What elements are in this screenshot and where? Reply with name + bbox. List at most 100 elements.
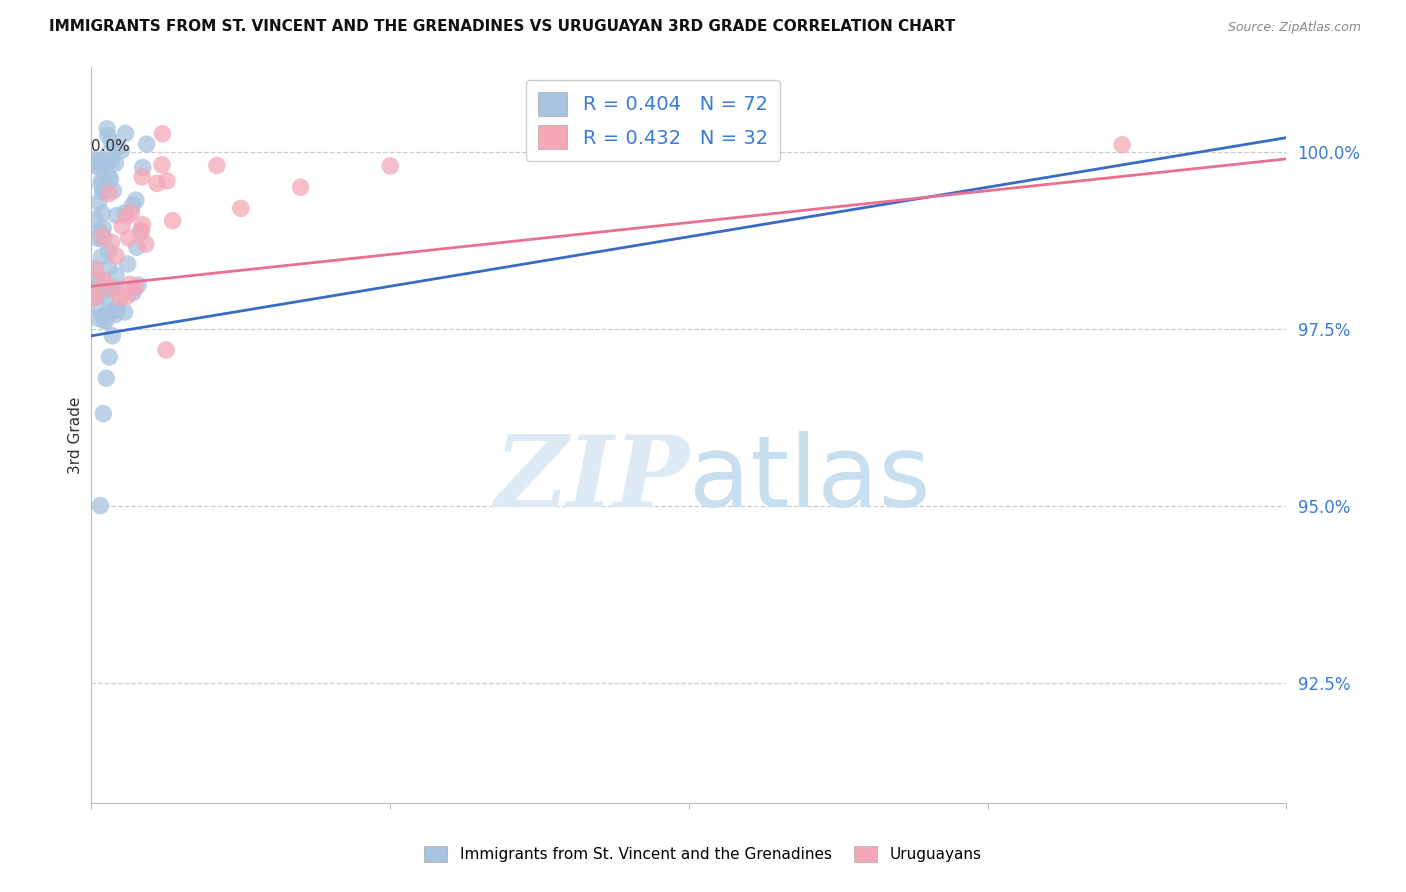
Point bbox=[96, 371, 118, 385]
Point bbox=[98, 170, 121, 185]
Point bbox=[101, 281, 124, 295]
Point bbox=[152, 127, 174, 141]
Point bbox=[101, 328, 124, 343]
Point bbox=[87, 224, 110, 238]
Point bbox=[91, 185, 114, 199]
Point bbox=[93, 313, 115, 327]
Point bbox=[162, 213, 184, 227]
Point bbox=[91, 229, 114, 244]
Point bbox=[127, 278, 149, 293]
Point bbox=[90, 155, 112, 169]
Point bbox=[114, 206, 136, 220]
Point bbox=[131, 161, 153, 175]
Point bbox=[129, 224, 152, 238]
Point bbox=[100, 153, 122, 168]
Point bbox=[110, 144, 132, 158]
Point bbox=[91, 232, 114, 246]
Text: ZIP: ZIP bbox=[494, 431, 689, 527]
Point bbox=[91, 206, 114, 220]
Point bbox=[96, 156, 118, 170]
Point bbox=[229, 202, 252, 216]
Point bbox=[91, 273, 114, 287]
Point bbox=[97, 260, 120, 275]
Point bbox=[104, 156, 127, 170]
Point bbox=[89, 303, 111, 318]
Point bbox=[87, 311, 110, 326]
Point bbox=[114, 305, 136, 319]
Point bbox=[83, 291, 105, 305]
Point bbox=[90, 250, 112, 264]
Point bbox=[115, 210, 138, 224]
Point bbox=[125, 240, 148, 254]
Point bbox=[98, 186, 121, 201]
Point bbox=[94, 290, 117, 304]
Point bbox=[105, 140, 128, 154]
Point bbox=[150, 158, 173, 172]
Text: IMMIGRANTS FROM ST. VINCENT AND THE GRENADINES VS URUGUAYAN 3RD GRADE CORRELATIO: IMMIGRANTS FROM ST. VINCENT AND THE GREN… bbox=[49, 20, 956, 34]
Text: atlas: atlas bbox=[689, 431, 931, 527]
Point bbox=[89, 155, 111, 169]
Point bbox=[84, 261, 107, 276]
Text: Source: ZipAtlas.com: Source: ZipAtlas.com bbox=[1227, 21, 1361, 34]
Point bbox=[87, 271, 110, 285]
Point bbox=[205, 159, 228, 173]
Y-axis label: 3rd Grade: 3rd Grade bbox=[67, 396, 83, 474]
Point bbox=[100, 306, 122, 320]
Point bbox=[86, 277, 108, 291]
Point bbox=[104, 308, 127, 322]
Point bbox=[89, 499, 111, 513]
Point bbox=[100, 281, 122, 295]
Point bbox=[100, 172, 122, 186]
Point bbox=[97, 147, 120, 161]
Point bbox=[89, 153, 111, 167]
Legend: R = 0.404   N = 72, R = 0.432   N = 32: R = 0.404 N = 72, R = 0.432 N = 32 bbox=[526, 80, 780, 161]
Point bbox=[83, 286, 105, 301]
Point bbox=[111, 219, 134, 233]
Point bbox=[146, 177, 169, 191]
Point bbox=[97, 128, 120, 143]
Point bbox=[107, 302, 129, 317]
Point bbox=[1111, 137, 1133, 152]
Point bbox=[91, 309, 114, 323]
Point bbox=[131, 218, 153, 232]
Point bbox=[97, 244, 120, 258]
Point bbox=[135, 237, 157, 252]
Point bbox=[91, 221, 114, 235]
Point bbox=[104, 281, 127, 295]
Point bbox=[105, 300, 128, 314]
Legend: Immigrants from St. Vincent and the Grenadines, Uruguayans: Immigrants from St. Vincent and the Gren… bbox=[419, 840, 987, 868]
Point bbox=[155, 343, 177, 357]
Point bbox=[90, 178, 112, 192]
Point bbox=[290, 180, 312, 194]
Point bbox=[84, 212, 107, 227]
Point bbox=[121, 198, 143, 212]
Point bbox=[93, 230, 115, 244]
Point bbox=[117, 231, 139, 245]
Point bbox=[98, 350, 121, 364]
Point bbox=[131, 224, 153, 238]
Point bbox=[90, 173, 112, 187]
Text: 0.0%: 0.0% bbox=[91, 139, 131, 154]
Point bbox=[82, 286, 104, 301]
Point bbox=[104, 268, 127, 283]
Point bbox=[115, 289, 138, 303]
Point bbox=[124, 280, 146, 294]
Point bbox=[105, 249, 128, 263]
Point bbox=[118, 277, 141, 292]
Point bbox=[120, 205, 142, 219]
Point bbox=[94, 314, 117, 328]
Point bbox=[100, 135, 122, 149]
Point bbox=[91, 286, 114, 301]
Point bbox=[135, 137, 157, 152]
Point bbox=[82, 153, 104, 167]
Point bbox=[82, 159, 104, 173]
Point bbox=[87, 195, 110, 210]
Point bbox=[122, 285, 145, 300]
Point bbox=[83, 290, 105, 304]
Point bbox=[125, 193, 148, 207]
Point bbox=[96, 121, 118, 136]
Point bbox=[84, 262, 107, 277]
Point bbox=[100, 235, 122, 250]
Point bbox=[93, 407, 115, 421]
Point bbox=[114, 127, 136, 141]
